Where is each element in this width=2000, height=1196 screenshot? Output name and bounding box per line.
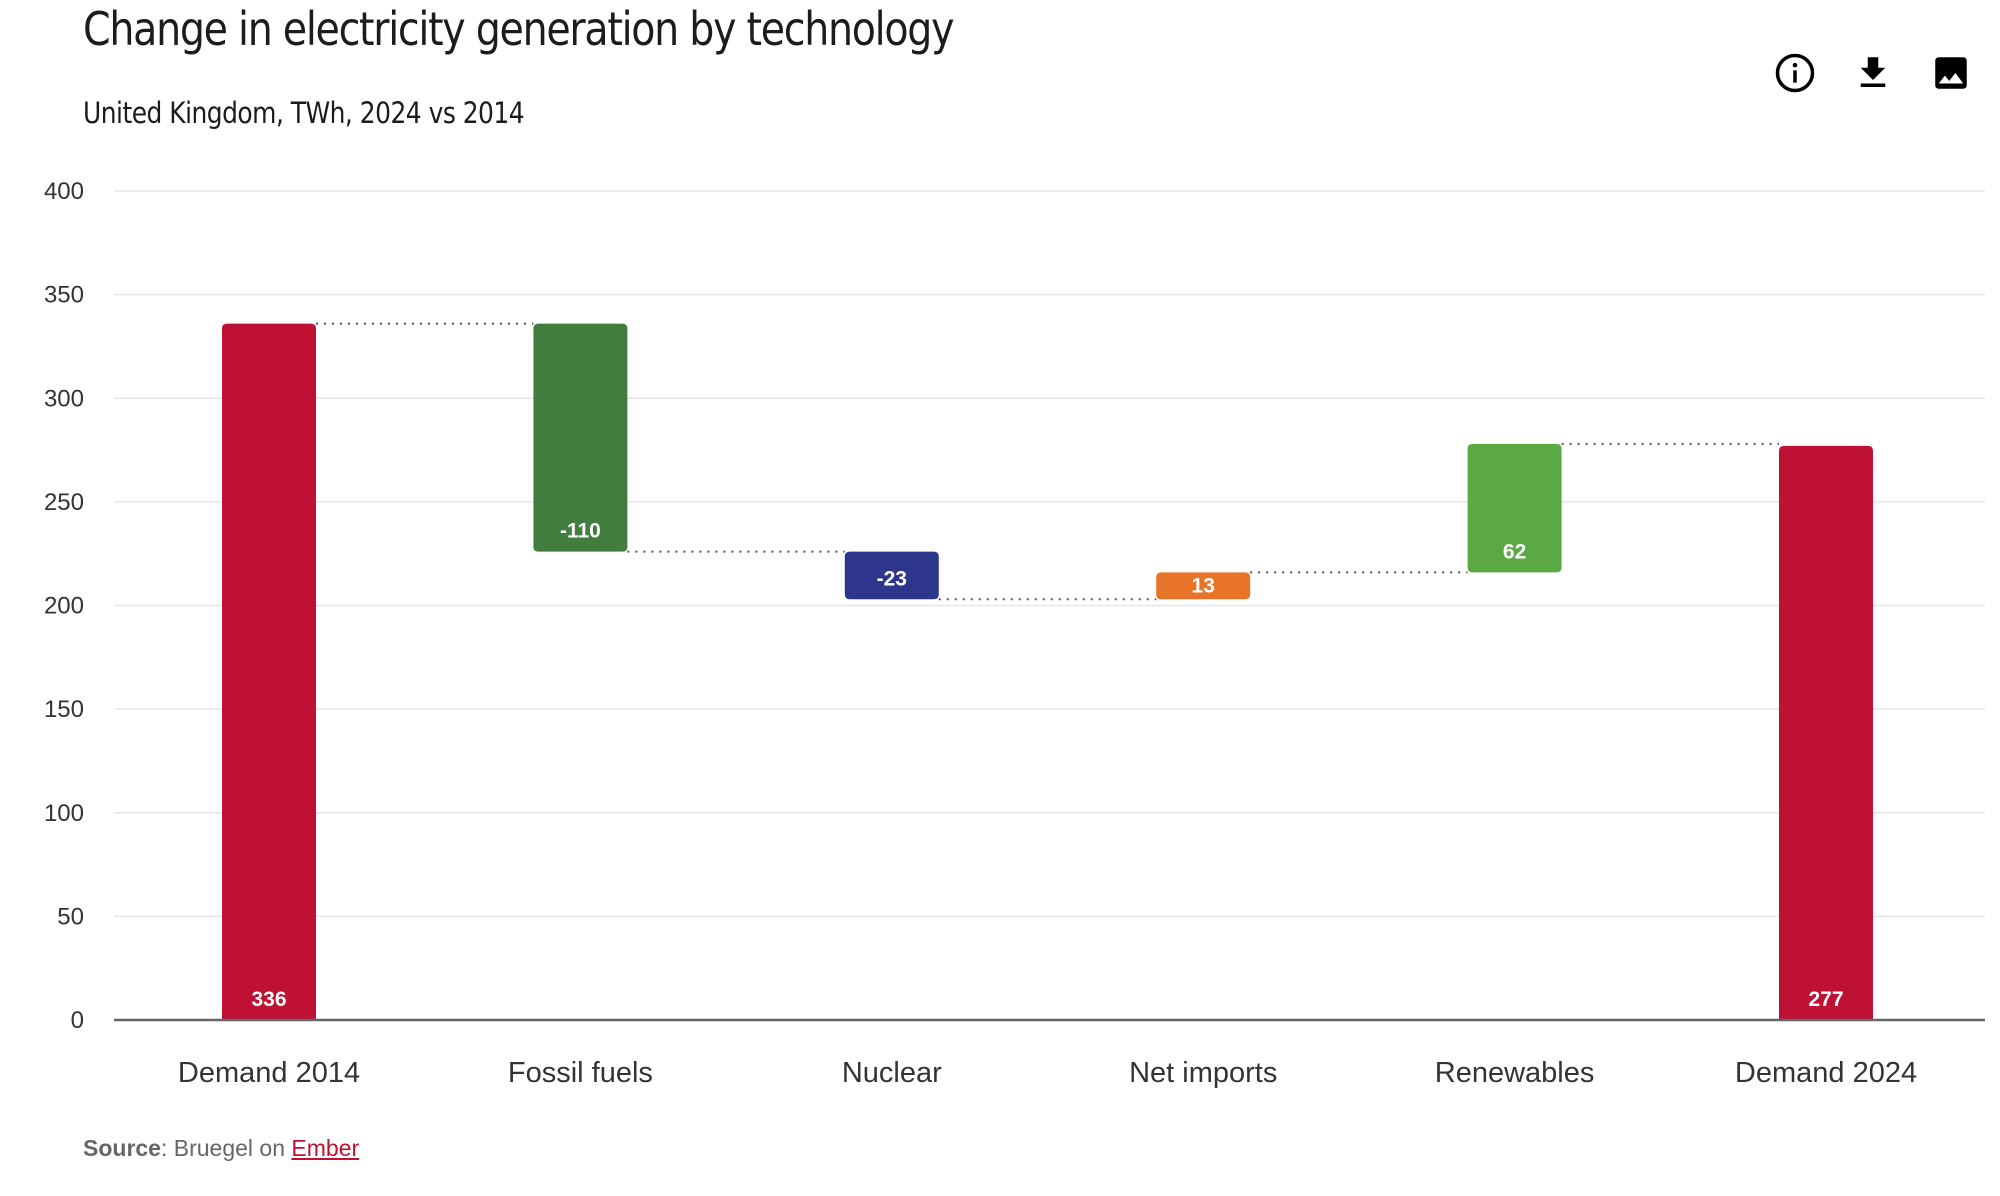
bar-renewables	[1467, 443, 1562, 573]
y-tick-label: 200	[44, 593, 84, 620]
download-icon	[1860, 57, 1886, 87]
bar-demand-2024	[1779, 445, 1873, 1021]
y-tick-label: 300	[44, 385, 84, 412]
gridlines	[114, 190, 1985, 918]
bar-labels: 336 -110 -23 13 62 277	[251, 520, 1843, 1011]
y-tick-label: 0	[71, 1007, 84, 1034]
x-tick-label: Nuclear	[842, 1057, 942, 1089]
x-axis-ticks: Demand 2014 Fossil fuels Nuclear Net import…	[178, 1057, 1917, 1089]
y-tick-label: 150	[44, 696, 84, 723]
x-tick-label: Net imports	[1129, 1057, 1277, 1089]
data-label: 277	[1808, 988, 1843, 1011]
data-label: 62	[1503, 540, 1526, 563]
chart-subtitle: United Kingdom, TWh, 2024 vs 2014	[83, 96, 525, 130]
data-label: -110	[560, 520, 601, 543]
image-icon	[1935, 57, 1967, 89]
y-tick-label: 350	[44, 282, 84, 309]
x-tick-label: Renewables	[1435, 1057, 1595, 1089]
source-link-ember[interactable]: Ember	[291, 1135, 360, 1161]
bar-demand-2014	[222, 323, 316, 1020]
source-note: Source: Bruegel on Ember	[83, 1135, 359, 1162]
x-tick-label: Fossil fuels	[508, 1057, 653, 1089]
data-label: -23	[877, 567, 907, 590]
data-label: 336	[251, 988, 286, 1011]
bars	[222, 323, 1873, 1021]
bar-net-imports	[1156, 572, 1251, 600]
source-text: : Bruegel on	[160, 1135, 292, 1161]
bar-nuclear	[844, 551, 939, 600]
source-label: Source	[83, 1135, 161, 1161]
chart-toolbar	[1770, 48, 2000, 98]
y-tick-label: 400	[44, 178, 84, 205]
waterfall-chart: 0 50 100 150 200 250 300 350 400 336 -110 -23 13 62 2…	[44, 178, 1985, 1089]
x-tick-label: Demand 2014	[178, 1057, 360, 1089]
info-button[interactable]	[1770, 48, 1820, 98]
y-tick-label: 250	[44, 489, 84, 516]
image-download-button[interactable]	[1926, 48, 1976, 98]
y-tick-label: 50	[57, 903, 84, 930]
y-axis-ticks: 0 50 100 150 200 250 300 350 400	[44, 178, 84, 1034]
download-button[interactable]	[1848, 48, 1898, 98]
bar-fossil-fuels	[533, 323, 628, 552]
data-label: 13	[1192, 574, 1215, 597]
x-tick-label: Demand 2024	[1735, 1057, 1917, 1089]
info-icon	[1775, 53, 1815, 93]
chart-title: Change in electricity generation by tech…	[83, 2, 955, 56]
y-tick-label: 100	[44, 800, 84, 827]
